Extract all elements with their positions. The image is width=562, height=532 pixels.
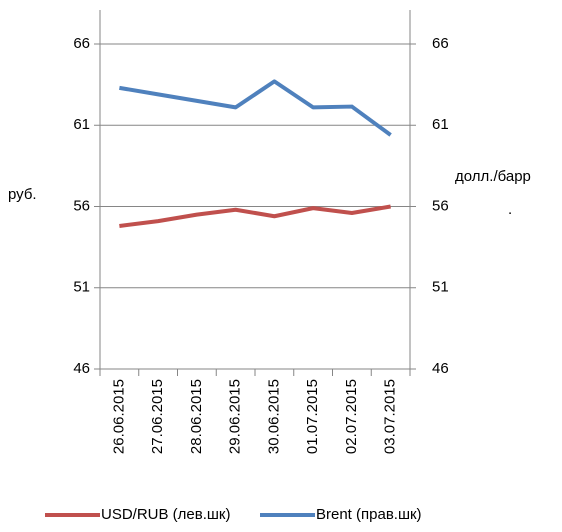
x-tick-label: 03.07.2015	[382, 379, 399, 454]
x-tick-label: 01.07.2015	[304, 379, 321, 454]
x-tick-label: 26.06.2015	[110, 379, 127, 454]
y-tick-label: 46	[73, 360, 90, 377]
y2-tick-label: 61	[432, 116, 449, 133]
y2-tick-label: 66	[432, 35, 449, 52]
x-tick-label: 29.06.2015	[227, 379, 244, 454]
y-tick-label: 51	[73, 279, 90, 296]
y-tick-label: 61	[73, 116, 90, 133]
y2-tick-label: 46	[432, 360, 449, 377]
x-tick-label: 30.06.2015	[265, 379, 282, 454]
line-series	[119, 204, 391, 228]
y2-tick-label: 51	[432, 279, 449, 296]
y-axis-label: руб.	[8, 186, 37, 203]
legend-label: USD/RUB (лев.шк)	[101, 506, 231, 523]
y-tick-label: 56	[73, 197, 90, 214]
x-tick-label: 28.06.2015	[188, 379, 205, 454]
y-tick-label: 66	[73, 35, 90, 52]
legend-label: Brent (прав.шк)	[316, 506, 422, 523]
y2-tick-label: 56	[432, 197, 449, 214]
y2-axis-label: .	[508, 201, 512, 218]
line-series	[119, 79, 392, 137]
x-tick-label: 02.07.2015	[343, 379, 360, 454]
x-tick-label: 27.06.2015	[149, 379, 166, 454]
y2-axis-label: долл./барр	[455, 168, 531, 185]
